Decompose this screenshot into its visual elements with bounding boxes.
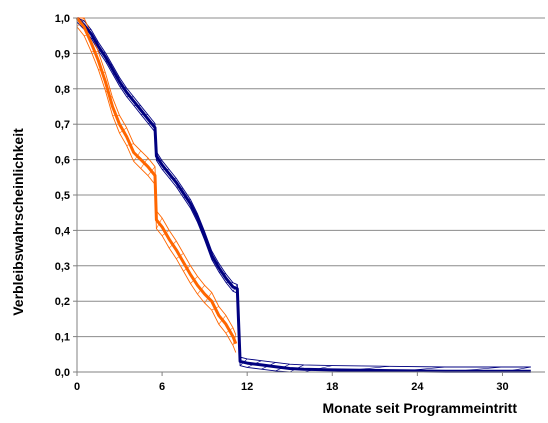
y-tick-label: 0,2 (55, 296, 70, 308)
confidence-band-lower (76, 21, 531, 373)
y-tick-label: 0,6 (55, 155, 70, 167)
x-tick-label: 30 (496, 381, 508, 393)
y-tick-label: 0,3 (55, 261, 70, 273)
y-tick-label: 0,7 (55, 119, 70, 131)
x-tick-label: 18 (326, 381, 338, 393)
y-tick-label: 0,4 (55, 225, 71, 237)
x-tick-label: 6 (159, 381, 165, 393)
gridlines (77, 17, 545, 338)
y-tick-label: 0,1 (55, 332, 70, 344)
y-axis-label: Verbleibswahrscheinlichkeit (10, 128, 26, 316)
y-tick-label: 0,0 (55, 367, 70, 379)
x-tick-label: 12 (241, 381, 253, 393)
x-tick-label: 24 (411, 381, 424, 393)
confidence-band-upper (76, 17, 531, 368)
axes (73, 17, 545, 376)
y-tick-label: 0,5 (55, 190, 70, 202)
x-tick-label: 0 (74, 381, 80, 393)
y-tick-label: 1,0 (55, 13, 70, 25)
tick-labels: 0,0 0,1 0,2 0,3 0,4 0,5 0,6 0,7 0,8 0,9 1,0 0 6 12 18 2… (55, 13, 509, 393)
y-tick-label: 0,9 (55, 48, 70, 60)
x-axis-label: Monate seit Programmeintritt (323, 400, 518, 416)
series-line-1 (75, 16, 531, 373)
series-lines (75, 16, 531, 373)
series-line-2 (75, 17, 238, 345)
y-tick-label: 0,8 (55, 84, 70, 96)
